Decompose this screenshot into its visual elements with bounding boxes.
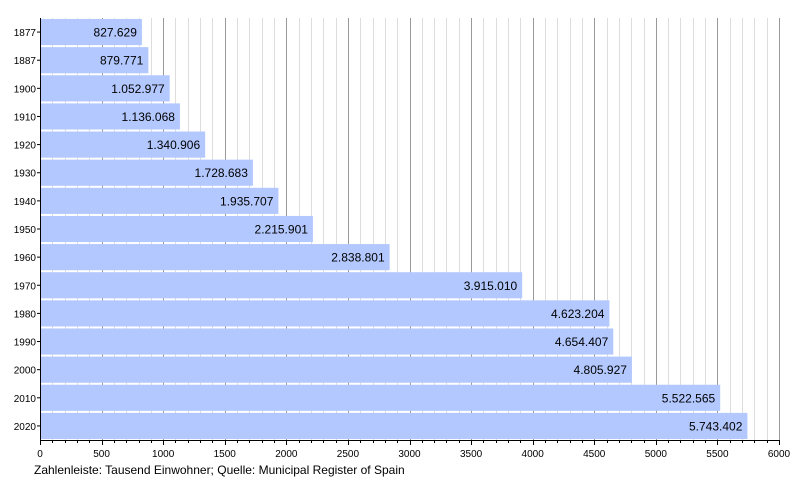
category-label-1910: 1910 (14, 112, 37, 123)
value-label-2020: 5.743.402 (689, 419, 743, 433)
x-tick-label-500: 500 (93, 449, 110, 460)
x-tick-label-1000: 1000 (152, 449, 175, 460)
category-label-2020: 2020 (14, 422, 37, 433)
bar-2000 (41, 356, 632, 383)
category-label-2010: 2010 (14, 394, 37, 405)
category-label-1970: 1970 (14, 281, 37, 292)
x-tick-label-5500: 5500 (706, 449, 729, 460)
bar-1887 (41, 47, 149, 74)
value-label-1990: 4.654.407 (555, 335, 609, 349)
bar-1900 (41, 75, 170, 102)
bar-2020 (41, 412, 748, 439)
bar-1877 (41, 19, 142, 46)
category-label-1950: 1950 (14, 225, 37, 236)
value-label-2000: 4.805.927 (574, 363, 628, 377)
bar-2010 (41, 384, 721, 411)
value-label-1910: 1.136.068 (122, 110, 176, 124)
value-label-1887: 879.771 (100, 54, 144, 68)
value-label-1960: 2.838.801 (331, 251, 385, 265)
category-label-1960: 1960 (14, 253, 37, 264)
category-label-1930: 1930 (14, 169, 37, 180)
x-tick-label-3000: 3000 (398, 449, 421, 460)
category-label-2000: 2000 (14, 366, 37, 377)
bar-1990 (41, 328, 614, 355)
category-label-1920: 1920 (14, 141, 37, 152)
bar-layer: 827.629 879.771 1.052.977 1.136.068 1.340.90… (41, 19, 748, 439)
x-tick-label-2500: 2500 (337, 449, 360, 460)
value-label-1970: 3.915.010 (464, 279, 518, 293)
bar-1940 (41, 187, 279, 214)
axis-layer: 1877 1887 1900 1910 1920 1930 1940 1950 1960 1970… (14, 18, 791, 460)
bar-1980 (41, 300, 610, 327)
x-tick-label-4000: 4000 (522, 449, 545, 460)
category-label-1940: 1940 (14, 197, 37, 208)
value-label-1950: 2.215.901 (255, 223, 309, 237)
x-tick-label-1500: 1500 (214, 449, 237, 460)
bar-1950 (41, 215, 313, 243)
category-label-1980: 1980 (14, 309, 37, 320)
value-label-1920: 1.340.906 (147, 138, 201, 152)
x-tick-label-3500: 3500 (460, 449, 483, 460)
value-label-1900: 1.052.977 (111, 82, 165, 96)
x-tick-label-2000: 2000 (275, 449, 298, 460)
category-label-1900: 1900 (14, 84, 37, 95)
category-label-1990: 1990 (14, 338, 37, 349)
bar-1930 (41, 159, 253, 186)
bar-1960 (41, 244, 390, 271)
x-tick-label-6000: 6000 (768, 449, 791, 460)
value-label-1877: 827.629 (94, 26, 138, 40)
bar-1910 (41, 103, 180, 130)
value-label-1980: 4.623.204 (551, 307, 605, 321)
x-tick-label-0: 0 (37, 449, 43, 460)
value-label-2010: 5.522.565 (662, 391, 716, 405)
value-label-1940: 1.935.707 (220, 194, 274, 208)
value-label-1930: 1.728.683 (195, 166, 249, 180)
x-tick-label-5000: 5000 (645, 449, 668, 460)
category-label-1877: 1877 (14, 28, 37, 39)
x-tick-label-4500: 4500 (583, 449, 606, 460)
bar-1970 (41, 272, 523, 299)
category-label-1887: 1887 (14, 56, 37, 67)
bar-1920 (41, 131, 206, 158)
chart-caption: Zahlenleiste: Tausend Einwohner; Quelle:… (34, 463, 405, 477)
